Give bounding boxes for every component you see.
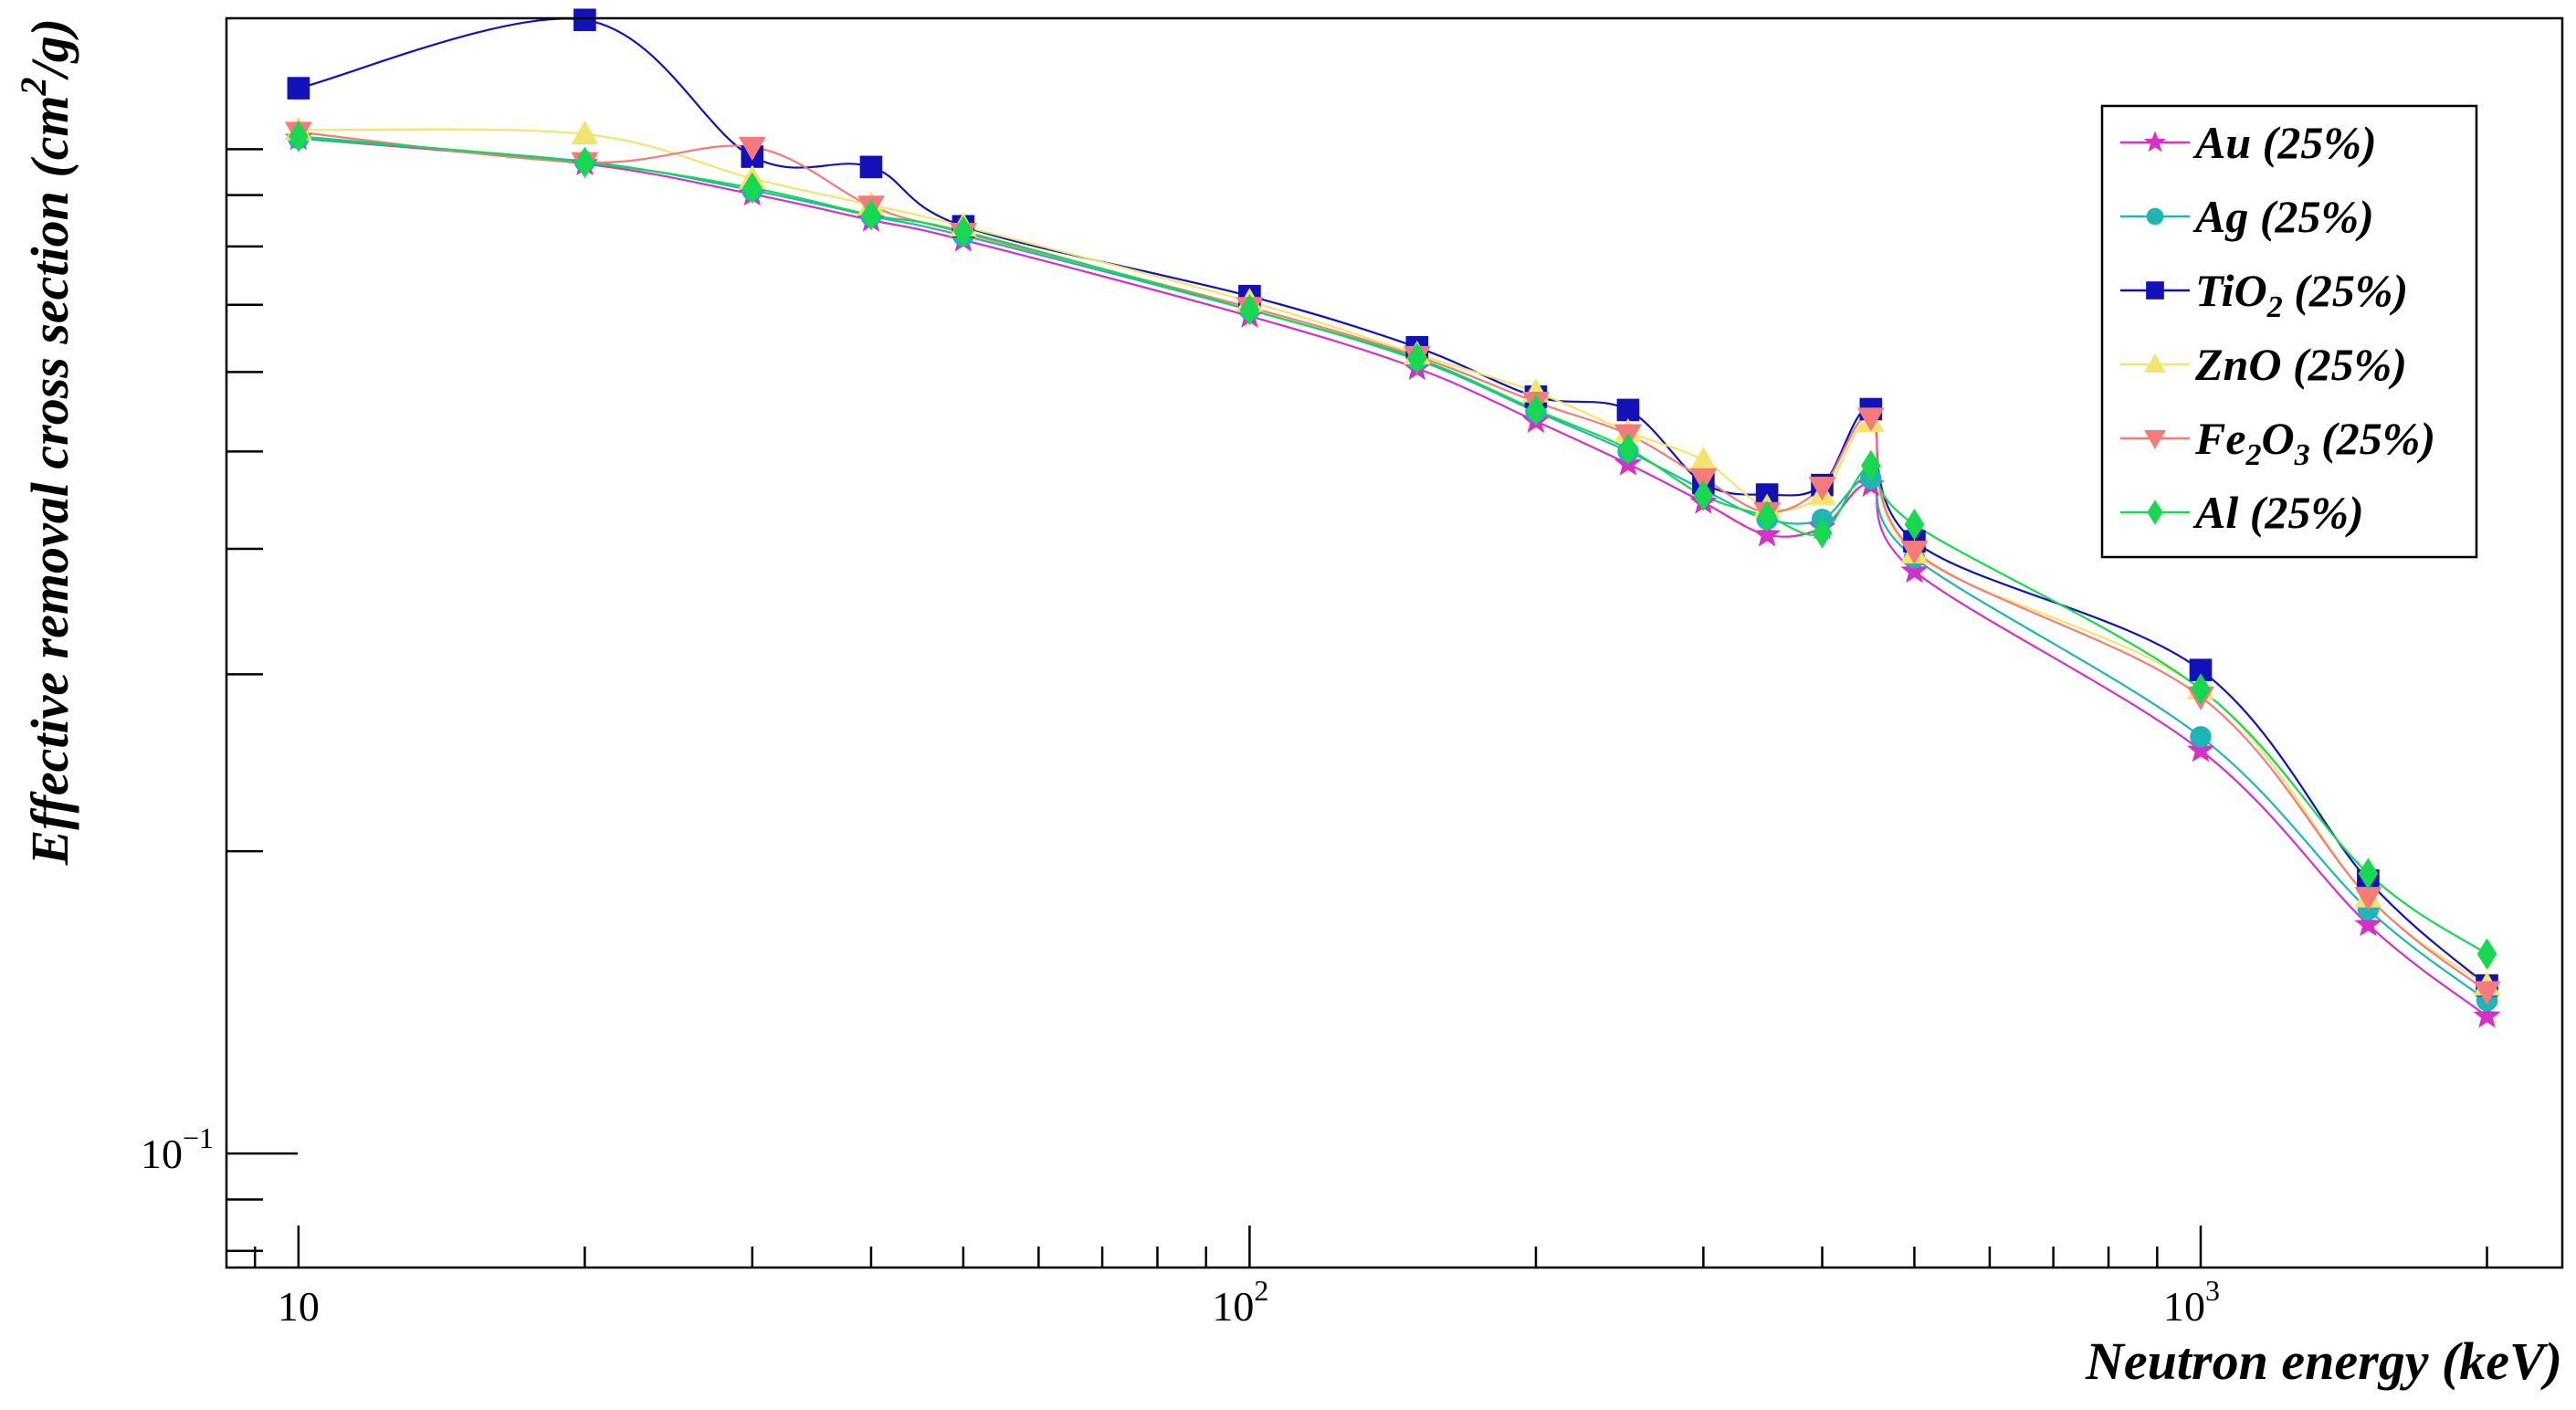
data-point: [2354, 887, 2382, 911]
series-line: [298, 137, 2488, 1017]
legend-entry: Au (25%): [2120, 117, 2377, 168]
legend-label: Ag (25%): [2192, 191, 2374, 242]
legend-label: ZnO (25%): [2194, 339, 2407, 390]
data-point: [1904, 509, 1925, 541]
data-point: [2187, 735, 2214, 763]
data-point: [1616, 398, 1640, 422]
data-point: [1900, 541, 1929, 565]
series-line: [298, 131, 2488, 993]
legend-entry: ZnO (25%): [2120, 339, 2407, 390]
data-point: [2473, 981, 2501, 1005]
data-point: [2190, 726, 2212, 748]
data-point: [1860, 449, 1881, 482]
series-line: [298, 137, 2488, 1002]
y-tick-label: 10−1: [141, 1121, 214, 1177]
legend-label: Au (25%): [2192, 117, 2377, 168]
x-tick-label: 103: [2163, 1274, 2220, 1330]
data-point: [1808, 476, 1836, 501]
data-point: [289, 120, 309, 153]
data-point: [742, 172, 762, 205]
data-point: [1689, 447, 1718, 471]
data-point: [859, 155, 883, 179]
legend-marker: [2144, 430, 2166, 449]
series-line: [298, 17, 2488, 986]
legend-entry: Ag (25%): [2120, 191, 2374, 242]
legend-entry: TiO2 (25%): [2120, 265, 2408, 324]
tick-labels: 10 102 103 10−1: [141, 1121, 2220, 1330]
data-point: [573, 8, 596, 32]
data-point: [1693, 479, 1714, 511]
series-curves: [298, 17, 2488, 1017]
series-markers: [284, 8, 2501, 1028]
data-point: [1618, 433, 1638, 465]
data-point: [1812, 517, 1833, 549]
legend-label: Al (25%): [2192, 487, 2364, 538]
x-axis-title: Neutron energy (keV): [2085, 1331, 2562, 1391]
x-tick-label: 102: [1212, 1274, 1268, 1330]
legend-marker: [2147, 500, 2163, 525]
data-point: [2476, 938, 2497, 970]
legend-marker: [2144, 131, 2166, 153]
data-point: [738, 136, 766, 161]
data-point: [2354, 910, 2382, 937]
legend-entry: Fe2O3 (25%): [2120, 413, 2435, 472]
data-point: [1900, 556, 1929, 584]
data-point: [1753, 521, 1782, 547]
legend-marker: [2146, 207, 2164, 226]
data-point: [2191, 673, 2211, 705]
legend-box: [2100, 104, 2478, 559]
legend: Au (25%) Ag (25%) TiO2 (25%) ZnO (25%) Fe2O3…: [2100, 104, 2478, 559]
data-point: [574, 146, 595, 179]
data-point: [1856, 407, 1885, 432]
legend-entry: Al (25%): [2120, 487, 2364, 538]
data-point: [1757, 500, 1777, 532]
data-point: [1407, 342, 1427, 374]
series-line: [298, 135, 2488, 955]
data-point: [287, 77, 310, 100]
data-point: [2358, 858, 2379, 889]
data-point: [861, 199, 881, 231]
data-point: [953, 216, 973, 247]
data-point: [1526, 394, 1546, 426]
series-line: [298, 128, 2488, 986]
legend-marker: [2146, 281, 2164, 300]
data-point: [571, 120, 599, 145]
legend-label: Fe2O3 (25%): [2194, 413, 2435, 472]
axis-ticks: [226, 148, 2488, 1268]
x-tick-label: 10: [278, 1283, 320, 1330]
legend-marker: [2144, 353, 2166, 373]
y-axis-title: Effective removal cross section (cm2/g): [13, 18, 79, 866]
plot-frame: [225, 16, 2564, 1269]
legend-label: TiO2 (25%): [2195, 265, 2408, 324]
data-point: [1239, 293, 1260, 326]
data-point: [2473, 1002, 2501, 1028]
